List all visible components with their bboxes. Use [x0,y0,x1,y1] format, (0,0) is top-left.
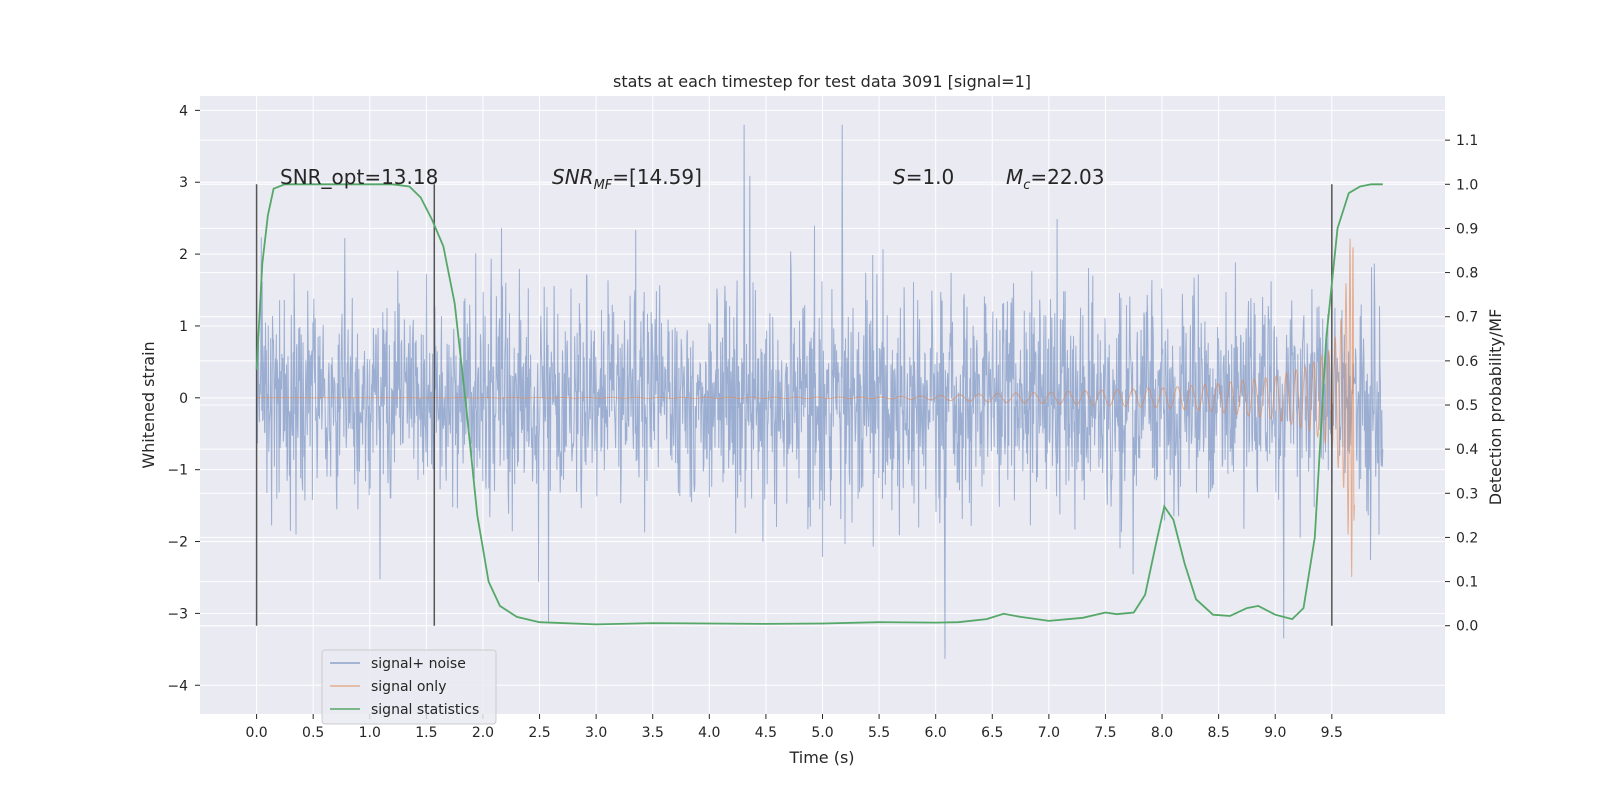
noise-line [256,124,1384,659]
annotation-snr-mf-main: SNR [552,165,594,189]
y-tick-label-right: 0.1 [1456,575,1478,591]
legend-label-statistics: signal statistics [371,702,479,718]
x-tick-label: 5.0 [811,725,833,741]
x-tick-label: 7.0 [1038,725,1060,741]
x-tick-label: 6.5 [981,725,1003,741]
ticks: 0.0 0.5 1.0 1.5 2.0 2.5 3.0 3.5 4.0 4.5 5.0 5.5 6.0 6… [167,103,1478,741]
x-tick-label: 8.0 [1151,725,1173,741]
y-tick-label-right: 0.7 [1456,310,1478,326]
annotation-mc-rest: =22.03 [1030,165,1104,189]
x-axis-label: Time (s) [788,748,854,767]
x-tick-label: 9.5 [1321,725,1343,741]
annotation-s: S=1.0 [893,165,954,189]
x-tick-label: 4.0 [698,725,720,741]
x-tick-label: 7.5 [1094,725,1116,741]
x-tick-label: 4.5 [755,725,777,741]
annotation-s-main: S [893,165,906,189]
x-tick-label: 8.5 [1208,725,1230,741]
annotation-s-rest: =1.0 [906,165,955,189]
x-tick-label: 1.5 [415,725,437,741]
signal-only-line [256,238,1355,578]
chart-title: stats at each timestep for test data 309… [613,72,1031,91]
annotation-snr-mf-sub: MF [594,178,613,193]
annotation-snr-opt: SNR_opt=13.18 [280,165,438,189]
y-tick-label-left: 4 [179,103,188,119]
y-tick-label-left: −3 [167,606,188,622]
x-tick-label: 2.0 [472,725,494,741]
y-tick-label-left: 3 [179,175,188,191]
y-tick-label-left: −2 [167,535,188,551]
y-tick-label-right: 0.4 [1456,442,1478,458]
y-tick-label-right: 0.8 [1456,266,1478,282]
x-tick-label: 6.0 [925,725,947,741]
legend-box [321,649,497,725]
x-tick-label: 5.5 [868,725,890,741]
vertical-markers [255,184,1333,626]
x-tick-label: 2.5 [528,725,550,741]
y-axis-label-right: Detection probability/MF [1486,309,1505,506]
y-tick-label-right: 0.0 [1456,619,1478,635]
y-tick-label-right: 0.6 [1456,354,1478,370]
signal-series [256,238,1355,578]
legend-label-noise: signal+ noise [371,656,466,672]
x-tick-label: 3.5 [642,725,664,741]
y-tick-label-right: 0.3 [1456,486,1478,502]
legend-label-signal: signal only [371,679,446,695]
y-tick-label-left: 1 [179,319,188,335]
y-tick-label-right: 1.0 [1456,177,1478,193]
annotation-mc-main: M [1006,165,1023,189]
statistics-series [255,183,1383,626]
y-tick-label-right: 0.9 [1456,221,1478,237]
y-tick-label-left: 0 [179,391,188,407]
y-tick-label-left: 2 [179,247,188,263]
annotation-snr-mf: SNRMF=[14.59] [552,165,702,193]
x-tick-label: 9.0 [1264,725,1286,741]
annotation-snr-mf-rest: =[14.59] [612,165,702,189]
x-tick-label: 0.0 [245,725,267,741]
legend: signal+ noise signal only signal statist… [321,649,497,725]
y-tick-label-right: 0.2 [1456,530,1478,546]
x-tick-label: 0.5 [302,725,324,741]
y-tick-label-left: −1 [167,463,188,479]
y-tick-label-right: 1.1 [1456,133,1478,149]
y-tick-label-right: 0.5 [1456,398,1478,414]
annotation-mc-sub: c [1023,178,1030,193]
signal-statistics-line [255,183,1383,626]
annotation-mc: Mc=22.03 [1006,165,1104,193]
x-tick-label: 1.0 [359,725,381,741]
x-tick-label: 3.0 [585,725,607,741]
y-axis-label-left: Whitened strain [139,341,158,468]
y-tick-label-left: −4 [167,678,188,694]
noise-series [256,124,1384,659]
